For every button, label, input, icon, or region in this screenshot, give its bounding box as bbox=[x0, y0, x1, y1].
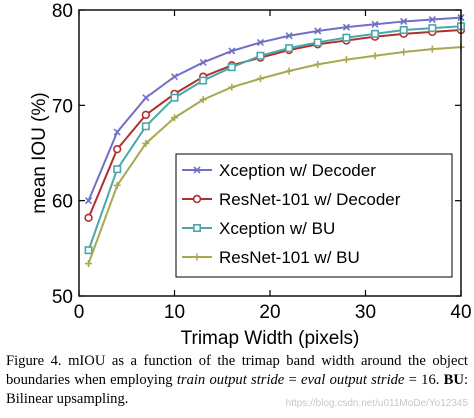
series-line bbox=[87, 29, 462, 219]
data-point bbox=[199, 58, 207, 66]
legend-label: Xception w/ BU bbox=[219, 219, 335, 238]
x-axis-title: Trimap Width (pixels) bbox=[181, 328, 360, 349]
data-point bbox=[113, 128, 121, 136]
data-point bbox=[428, 45, 436, 53]
data-point bbox=[171, 114, 178, 122]
data-point bbox=[342, 56, 350, 64]
legend-entry: ResNet-101 w/ Decoder bbox=[182, 190, 401, 209]
x-tick-label: 0 bbox=[74, 302, 85, 323]
data-point bbox=[228, 47, 236, 55]
watermark: https://blog.csdn.net/u011MoDe/Yo12345 bbox=[285, 398, 468, 409]
figure-caption: Figure 4. mIOU as a function of the trim… bbox=[6, 352, 468, 409]
data-point bbox=[256, 38, 265, 46]
data-point bbox=[256, 75, 264, 83]
legend-label: ResNet-101 w/ Decoder bbox=[219, 190, 401, 209]
data-point bbox=[199, 96, 207, 104]
y-tick-label: 70 bbox=[52, 96, 73, 117]
y-tick-label: 60 bbox=[52, 192, 73, 213]
legend-marker bbox=[192, 194, 202, 204]
data-point bbox=[141, 122, 150, 131]
series-line bbox=[87, 46, 462, 264]
data-point bbox=[285, 44, 294, 53]
data-point bbox=[342, 23, 350, 31]
caption-bold-1: BU bbox=[443, 372, 464, 388]
series-line bbox=[87, 25, 462, 251]
series-3 bbox=[85, 43, 465, 268]
legend-entry: ResNet-101 w/ BU bbox=[182, 248, 360, 267]
data-point bbox=[227, 63, 236, 72]
data-point bbox=[256, 51, 265, 60]
legend-marker bbox=[193, 166, 201, 174]
data-point bbox=[199, 76, 208, 85]
data-point bbox=[113, 181, 121, 189]
x-tick-label: 20 bbox=[259, 302, 280, 323]
data-point bbox=[314, 60, 322, 68]
caption-text-1: mIOU as a function of the trimap band wi… bbox=[6, 353, 468, 388]
y-axis-title: mean IOU (%) bbox=[29, 92, 50, 213]
y-tick-label: 50 bbox=[52, 287, 73, 308]
caption-text-3: = 16. bbox=[404, 372, 444, 388]
data-point bbox=[170, 73, 179, 81]
data-point bbox=[113, 165, 122, 174]
data-point bbox=[84, 246, 93, 255]
ticks-layer: 0 10 20 30 40 50 60 70 80 bbox=[52, 1, 472, 323]
legend-label: ResNet-101 w/ BU bbox=[219, 248, 360, 267]
legend-marker bbox=[193, 253, 201, 261]
data-point bbox=[170, 93, 179, 102]
data-point bbox=[371, 52, 379, 60]
legend-entry: Xception w/ BU bbox=[182, 219, 335, 238]
series-0 bbox=[84, 14, 465, 205]
legend-marker bbox=[193, 224, 202, 233]
series-line bbox=[87, 16, 462, 202]
data-point bbox=[399, 26, 408, 35]
legend-box bbox=[175, 153, 453, 278]
data-point bbox=[371, 29, 380, 38]
caption-label: Figure 4. bbox=[6, 353, 62, 369]
data-point bbox=[85, 260, 93, 268]
caption-italic-1: train output stride bbox=[176, 372, 285, 388]
data-point bbox=[342, 33, 351, 42]
data-point bbox=[285, 67, 293, 75]
data-point bbox=[84, 197, 93, 205]
data-point bbox=[228, 83, 236, 91]
data-point bbox=[400, 17, 408, 26]
data-point bbox=[313, 38, 322, 47]
x-tick-label: 40 bbox=[450, 302, 471, 323]
y-tick-label: 80 bbox=[52, 1, 73, 22]
legend-entry: Xception w/ Decoder bbox=[182, 161, 376, 180]
data-point bbox=[84, 213, 93, 223]
data-point bbox=[141, 110, 151, 120]
caption-text-4: : Bilinear upsampling. bbox=[6, 372, 468, 407]
data-point bbox=[142, 139, 150, 147]
data-point bbox=[285, 32, 293, 40]
data-point bbox=[371, 20, 379, 28]
legend-label: Xception w/ Decoder bbox=[219, 161, 376, 180]
x-tick-label: 10 bbox=[164, 302, 185, 323]
data-point bbox=[400, 48, 408, 56]
legend: Xception w/ Decoder ResNet-101 w/ Decoder… bbox=[175, 153, 453, 278]
caption-italic-2: eval output stride bbox=[301, 372, 405, 388]
data-point bbox=[428, 15, 436, 24]
data-point bbox=[112, 144, 122, 154]
data-point bbox=[142, 94, 150, 102]
data-point bbox=[314, 27, 322, 35]
caption-text-2: = bbox=[284, 372, 302, 388]
x-tick-label: 30 bbox=[355, 302, 376, 323]
data-point bbox=[428, 24, 437, 33]
